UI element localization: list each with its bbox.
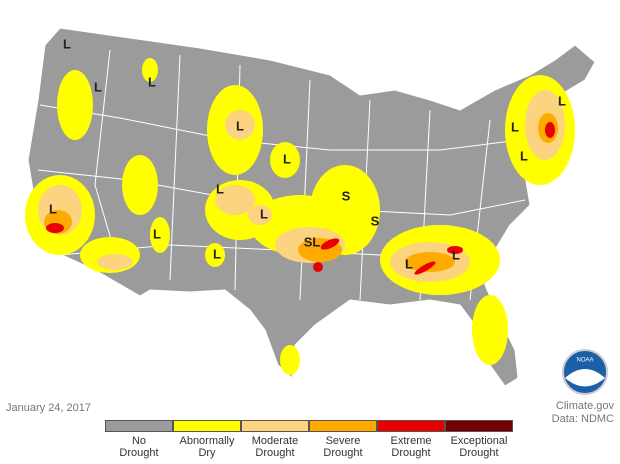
map-label: L [94, 79, 102, 94]
legend-label: No Drought [119, 435, 159, 459]
map-label: L [405, 256, 413, 271]
map-label: L [216, 181, 224, 196]
map-label: L [260, 206, 268, 221]
map-label: L [148, 74, 156, 89]
legend-label: Extreme Drought [390, 435, 432, 459]
legend-swatch [105, 420, 173, 432]
legend-label: Moderate Drought [251, 435, 299, 459]
map-label: L [153, 226, 161, 241]
map-label: S [371, 213, 380, 228]
legend-label: Exceptional Drought [450, 435, 508, 459]
map-label: L [213, 246, 221, 261]
map-label: L [283, 151, 291, 166]
drought-areas [25, 58, 575, 375]
legend-swatch [445, 420, 513, 432]
noaa-logo: NOAA [562, 349, 608, 395]
legend-swatch [377, 420, 445, 432]
data-credit: Data: NDMC [551, 413, 614, 425]
legend: No Drought Abnormally Dry Moderate Drought… [105, 420, 515, 460]
legend-label: Abnormally Dry [179, 435, 235, 459]
map-label: L [558, 93, 566, 108]
source: Climate.gov [555, 400, 614, 412]
map-label: L [452, 247, 460, 262]
logo-wave [565, 369, 605, 387]
drought-map: L L L L L L L L L L L L S SL S L L L NOA… [25, 27, 608, 395]
map-label: SL [304, 234, 321, 249]
legend-label: Severe Drought [323, 435, 363, 459]
map-label: L [511, 119, 519, 134]
legend-swatch [241, 420, 309, 432]
date: January 24, 2017 [6, 402, 92, 414]
legend-swatch [309, 420, 377, 432]
map-label: L [520, 148, 528, 163]
legend-swatch [173, 420, 241, 432]
map-label: L [63, 36, 71, 51]
map-label: L [236, 118, 244, 133]
logo-text: NOAA [576, 358, 593, 364]
map-labels: L L L L L L L L L L L L S SL S L L L [49, 36, 566, 271]
map-label: L [49, 201, 57, 216]
map-label: S [342, 188, 351, 203]
